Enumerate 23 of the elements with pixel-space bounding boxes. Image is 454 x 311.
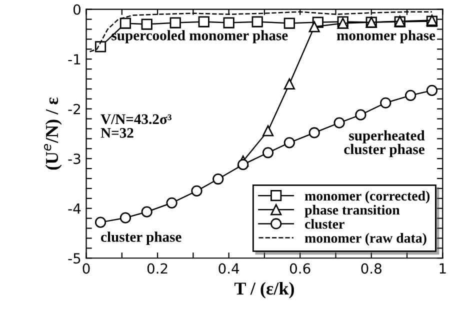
x-axis-title: T / (ε/k)	[234, 282, 294, 298]
annotation: V/N=43.2σ³ N=32	[100, 114, 172, 138]
annotation: monomer phase	[336, 30, 436, 44]
x-tick-label: 0.6	[290, 263, 310, 274]
legend-label: monomer (corrected)	[304, 190, 430, 204]
annotation: cluster phase	[101, 232, 182, 245]
y-tick-label: -5	[68, 253, 80, 264]
annotation: supercooled monomer phase	[112, 30, 288, 44]
x-tick-label: 1	[440, 263, 446, 274]
y-tick-label: 0	[73, 4, 80, 15]
legend-label: cluster	[305, 218, 344, 229]
x-tick-label: 0	[82, 263, 90, 274]
legend-label: phase transition	[304, 204, 400, 218]
y-tick-label: -4	[68, 204, 81, 214]
y-tick-label: -3	[68, 154, 80, 164]
y-tick-label: -2	[68, 104, 80, 114]
y-axis-title: (U$^{e}$/N) / ε	[44, 98, 62, 170]
x-tick-label: 0.4	[218, 263, 240, 274]
annotation: superheated cluster phase	[344, 130, 425, 158]
x-tick-label: 0.8	[361, 263, 382, 274]
y-tick-label: -1	[68, 54, 80, 64]
x-tick-label: 0.2	[147, 263, 168, 274]
legend-label: monomer (raw data)	[304, 233, 426, 246]
